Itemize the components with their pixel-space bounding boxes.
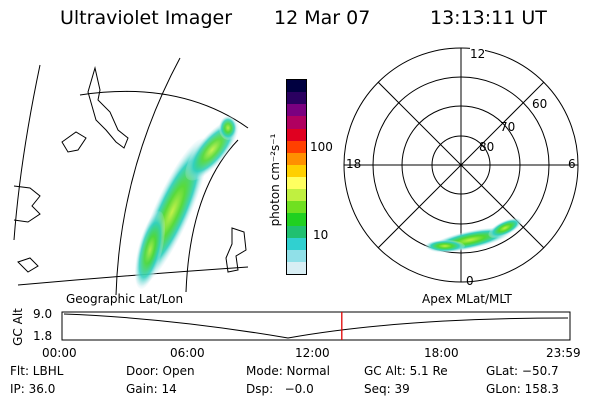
info-gain: Gain: 14	[126, 382, 177, 396]
mlt-label-0: 0	[466, 274, 474, 288]
polar-panel-label: Apex MLat/MLT	[422, 292, 512, 306]
info-dsp: Dsp: −0.0	[246, 382, 314, 396]
colorbar-swatch	[287, 80, 306, 93]
info-gc-alt: GC Alt: 5.1 Re	[364, 364, 448, 378]
lat-label-70: 70	[500, 120, 516, 134]
colorbar-tick-10: 10	[313, 228, 329, 242]
colorbar-swatch	[287, 116, 306, 129]
colorbar-swatch	[287, 104, 306, 117]
info-seq: Seq: 39	[364, 382, 410, 396]
info-door: Door: Open	[126, 364, 195, 378]
altitude-curve	[63, 313, 569, 339]
aurora-polar	[425, 218, 522, 253]
timeline-ytick-max: 9.0	[33, 307, 53, 321]
app-title: Ultraviolet Imager	[60, 7, 233, 29]
header-time: 13:13:11 UT	[430, 7, 547, 29]
colorbar-swatch	[287, 92, 306, 105]
coastlines	[13, 66, 247, 273]
timeline-xtick-1200: 12:00	[295, 346, 330, 360]
header-date: 12 Mar 07	[274, 7, 371, 29]
colorbar-swatch	[287, 152, 306, 165]
colorbar-swatch	[287, 201, 306, 214]
mlt-label-12: 12	[470, 47, 486, 61]
colorbar-swatch	[287, 237, 306, 250]
colorbar-swatch	[287, 261, 306, 274]
mlt-label-6: 6	[568, 157, 576, 171]
colorbar-tick-100: 100	[310, 140, 333, 154]
aurora-geo	[134, 116, 239, 289]
colorbar	[286, 79, 307, 275]
colorbar-swatch	[287, 225, 306, 238]
colorbar-swatch	[287, 128, 306, 141]
mlt-label-18: 18	[346, 157, 362, 171]
timeline-xtick-1800: 18:00	[424, 346, 459, 360]
timeline-ytick-min: 1.8	[33, 329, 53, 343]
lat-label-80: 80	[479, 140, 495, 154]
colorbar-swatch	[287, 177, 306, 190]
colorbar-swatch	[287, 213, 306, 226]
colorbar-swatch	[287, 249, 306, 262]
colorbar-swatch	[287, 140, 306, 153]
info-filter: Flt: LBHL	[10, 364, 64, 378]
colorbar-swatch	[287, 189, 306, 202]
info-glat: GLat: −50.7	[486, 364, 559, 378]
timeline-xtick-0000: 00:00	[42, 346, 77, 360]
info-glon: GLon: 158.3	[486, 382, 559, 396]
timeline-frame	[61, 311, 571, 341]
timeline-xtick-0600: 06:00	[170, 346, 205, 360]
polar-meridian-diag2	[377, 81, 545, 249]
geo-panel-label: Geographic Lat/Lon	[66, 292, 184, 306]
info-ip: IP: 36.0	[10, 382, 56, 396]
info-mode: Mode: Normal	[246, 364, 330, 378]
colorbar-swatch	[287, 164, 306, 177]
lat-label-60: 60	[532, 97, 548, 111]
timeline-xtick-2359: 23:59	[546, 346, 581, 360]
